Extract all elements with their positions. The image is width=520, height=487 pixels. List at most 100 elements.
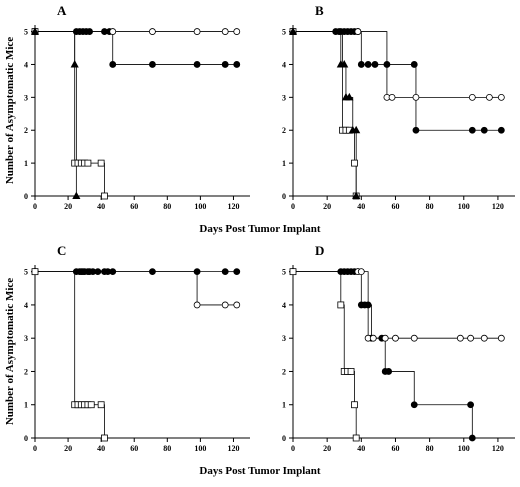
x-tick-label: 20 <box>64 444 72 453</box>
marker <box>410 334 418 342</box>
marker <box>467 334 475 342</box>
marker <box>87 401 95 409</box>
marker <box>193 301 201 309</box>
x-axis-title: Days Post Tumor Implant <box>199 465 320 477</box>
marker <box>221 28 229 35</box>
step-line <box>109 31 114 65</box>
marker <box>221 268 229 276</box>
y-tick-label: 5 <box>24 28 28 37</box>
marker <box>456 334 464 342</box>
marker <box>351 159 358 167</box>
marker <box>70 60 79 68</box>
marker <box>193 28 201 35</box>
x-tick-label: 20 <box>323 444 331 453</box>
marker <box>109 28 117 35</box>
marker <box>149 268 156 276</box>
marker <box>485 93 493 101</box>
marker <box>101 192 108 200</box>
step-line <box>470 404 473 438</box>
marker <box>364 301 372 309</box>
marker <box>109 61 117 68</box>
step-line <box>293 271 342 305</box>
marker <box>149 28 156 35</box>
y-tick-label: 4 <box>282 301 286 310</box>
step-line <box>340 304 345 372</box>
x-tick-label: 60 <box>130 444 138 453</box>
step-line <box>35 31 76 65</box>
y-tick-label: 5 <box>24 268 28 277</box>
marker <box>72 191 81 199</box>
x-axis-title: Days Post Tumor Implant <box>199 223 320 235</box>
x-tick-label: 120 <box>492 444 504 453</box>
marker <box>221 301 229 309</box>
step-line <box>354 404 357 438</box>
step-line <box>293 31 342 65</box>
marker <box>383 61 391 68</box>
y-tick-label: 1 <box>24 159 28 168</box>
marker <box>351 401 358 409</box>
marker <box>410 401 418 409</box>
x-tick-label: 100 <box>194 444 206 453</box>
marker <box>340 60 349 68</box>
x-tick-label: 60 <box>391 202 399 211</box>
y-tick-label: 2 <box>282 126 286 135</box>
marker <box>381 334 389 342</box>
y-tick-label: 2 <box>282 367 286 376</box>
marker <box>497 334 505 342</box>
step-line <box>351 371 355 405</box>
y-tick-label: 1 <box>282 401 286 410</box>
marker <box>149 61 156 68</box>
y-tick-label: 3 <box>24 93 28 102</box>
x-tick-label: 120 <box>492 202 504 211</box>
marker <box>337 301 345 309</box>
marker <box>193 61 201 68</box>
marker <box>388 93 396 101</box>
x-tick-label: 80 <box>426 202 434 211</box>
marker <box>468 434 476 442</box>
marker <box>467 401 475 409</box>
marker <box>86 28 93 35</box>
x-tick-label: 120 <box>227 444 239 453</box>
panel-title: C <box>57 243 66 258</box>
marker <box>357 61 365 68</box>
x-tick-label: 0 <box>291 202 295 211</box>
step-line <box>368 304 372 339</box>
marker <box>468 126 476 134</box>
marker <box>352 434 360 442</box>
x-tick-label: 40 <box>97 202 105 211</box>
step-line <box>357 271 362 305</box>
step-line <box>101 404 105 438</box>
x-tick-label: 60 <box>391 444 399 453</box>
panel-title: B <box>315 3 324 18</box>
marker <box>97 159 105 167</box>
y-tick-label: 4 <box>24 60 28 69</box>
marker <box>480 126 488 134</box>
y-tick-label: 2 <box>24 367 28 376</box>
step-line <box>381 337 386 372</box>
y-tick-label: 0 <box>282 434 286 443</box>
step-line <box>357 31 388 98</box>
y-tick-label: 0 <box>24 192 28 201</box>
step-line <box>349 129 355 164</box>
y-tick-label: 3 <box>282 93 286 102</box>
step-line <box>344 64 347 98</box>
step-line <box>349 96 354 131</box>
x-tick-label: 40 <box>357 444 365 453</box>
step-line <box>101 162 105 196</box>
y-tick-label: 3 <box>282 334 286 343</box>
marker <box>94 268 102 276</box>
marker <box>289 268 297 276</box>
marker <box>233 301 241 309</box>
y-tick-label: 3 <box>24 334 28 343</box>
step-line <box>357 31 362 65</box>
step-line <box>35 271 76 405</box>
marker <box>31 268 39 276</box>
x-tick-label: 0 <box>291 444 295 453</box>
x-tick-label: 60 <box>130 202 138 211</box>
marker <box>497 126 505 134</box>
marker <box>369 334 377 342</box>
marker <box>412 93 420 101</box>
y-axis-title: Number of Asymptomatic Mice <box>4 37 16 184</box>
panel-title: D <box>315 243 324 258</box>
